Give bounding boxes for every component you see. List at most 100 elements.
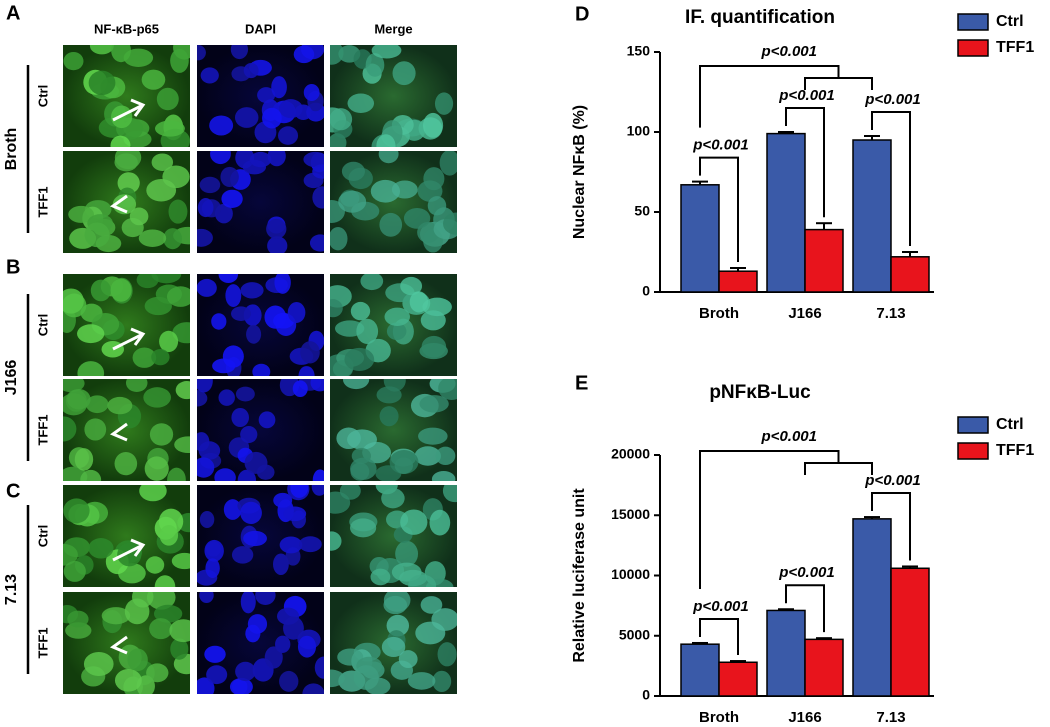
cell <box>110 278 132 302</box>
column-header: DAPI <box>245 21 276 36</box>
cell <box>163 228 182 250</box>
cell <box>151 349 170 366</box>
cell <box>432 670 452 693</box>
bar <box>852 518 892 697</box>
cell <box>376 134 396 147</box>
cell <box>85 395 109 414</box>
cell <box>170 48 189 73</box>
bar <box>890 256 930 293</box>
arrow-head <box>130 327 146 346</box>
cell <box>149 618 173 640</box>
cell <box>429 509 451 536</box>
error-bar <box>902 251 918 257</box>
cell <box>144 296 172 316</box>
arrow-head <box>130 98 146 117</box>
panel-label: E <box>575 372 588 394</box>
cell <box>63 379 85 393</box>
cell <box>80 469 102 481</box>
cell <box>389 450 419 475</box>
nucleus <box>264 305 287 329</box>
cell <box>403 208 431 229</box>
cell <box>407 672 436 690</box>
nucleus <box>205 541 221 557</box>
cell <box>337 648 364 666</box>
nucleus <box>229 677 253 694</box>
arrow-head <box>130 538 146 557</box>
cell <box>338 190 367 213</box>
cell <box>420 310 446 331</box>
arrow <box>112 333 142 351</box>
arrow <box>112 544 142 562</box>
cell <box>419 395 449 413</box>
nucleus <box>197 228 213 247</box>
cell <box>159 524 179 546</box>
nucleus <box>267 236 288 253</box>
bracket <box>699 450 840 589</box>
x-tick-label: 7.13 <box>876 709 905 726</box>
y-tick-label: 50 <box>634 203 650 219</box>
cell <box>154 575 176 587</box>
nucleus <box>240 425 258 444</box>
arrow-head <box>109 422 128 442</box>
nucleus <box>292 380 308 398</box>
cell <box>350 301 371 321</box>
nucleus <box>279 536 303 554</box>
cell <box>67 610 89 628</box>
bar <box>890 567 930 697</box>
y-tick-label: 0 <box>642 687 650 703</box>
micrograph <box>330 592 457 694</box>
cell <box>383 595 408 615</box>
cell <box>83 652 114 677</box>
nucleus <box>266 218 287 239</box>
micrograph <box>197 485 324 587</box>
cell <box>353 665 379 690</box>
arrow-head <box>109 635 128 655</box>
cell <box>101 607 131 625</box>
cell <box>400 276 423 296</box>
panel-label: A <box>6 2 20 24</box>
nucleus <box>199 176 221 194</box>
cell <box>129 207 149 226</box>
cell <box>77 324 105 344</box>
cell <box>88 70 116 96</box>
error-bar <box>816 222 832 230</box>
cell <box>63 560 86 582</box>
y-tick-label: 0 <box>642 283 650 299</box>
error-bar <box>730 267 746 272</box>
nucleus <box>199 510 215 528</box>
cell <box>386 614 410 637</box>
cells <box>63 379 190 481</box>
nucleus <box>235 386 255 402</box>
nucleus <box>197 457 215 478</box>
x-tick-label: Broth <box>699 305 739 322</box>
cell <box>114 153 138 172</box>
cell <box>90 279 111 302</box>
nucleus <box>312 469 324 481</box>
micrograph <box>330 151 457 253</box>
cell <box>350 457 377 480</box>
cells <box>330 592 457 694</box>
micrograph <box>330 485 457 587</box>
cell <box>427 196 447 216</box>
cell <box>435 446 456 466</box>
nucleus <box>303 83 320 102</box>
nucleus <box>314 656 324 679</box>
cells <box>63 592 190 694</box>
cell <box>114 668 142 692</box>
nucleus <box>243 62 259 79</box>
cell <box>395 540 419 567</box>
cell <box>344 347 375 372</box>
error-bar <box>778 608 794 611</box>
cell <box>421 335 447 358</box>
cell <box>330 108 353 131</box>
cell <box>379 406 399 427</box>
nucleus <box>218 389 235 406</box>
cell <box>63 543 78 566</box>
cell <box>168 199 188 224</box>
cell <box>144 456 169 481</box>
cell <box>154 120 185 137</box>
cell <box>146 663 169 683</box>
cell <box>63 288 84 314</box>
nucleus <box>256 464 275 480</box>
bar <box>766 609 806 697</box>
